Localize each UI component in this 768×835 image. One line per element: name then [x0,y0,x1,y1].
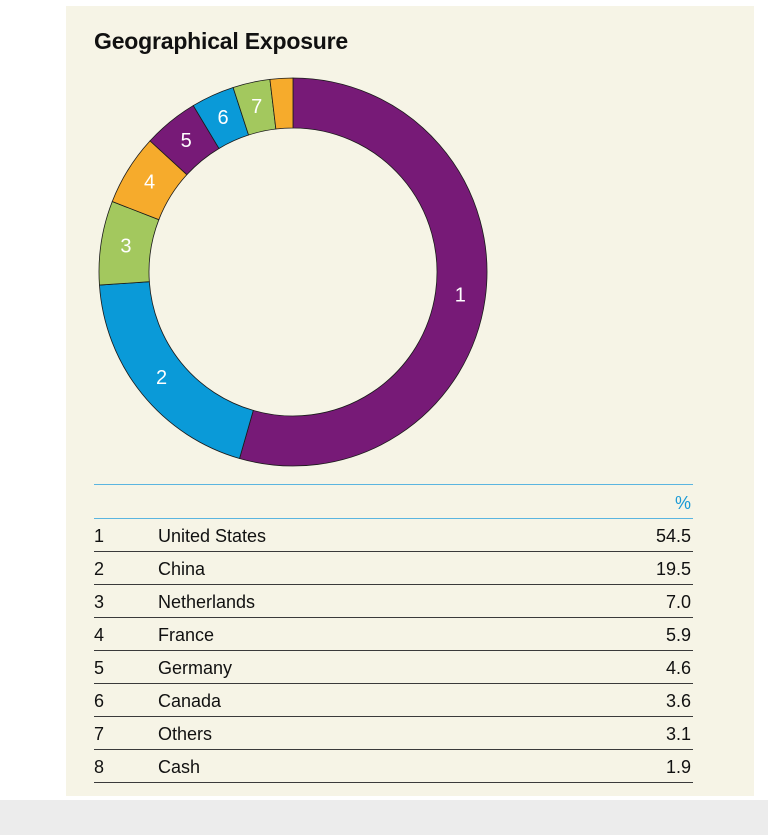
percent-column-header: % [674,493,691,513]
chart-title: Geographical Exposure [94,28,348,54]
donut-chart: 1 2 3 4 5 6 7 [98,77,488,467]
slice-label-2: 2 [156,367,167,389]
row-country: China [158,559,206,579]
row-percent: 7.0 [665,592,691,612]
row-country: Others [158,724,213,744]
row-index: 2 [94,559,105,579]
table-row: 6 Canada 3.6 [94,684,693,717]
row-index: 8 [94,757,105,777]
row-country: Germany [158,658,233,678]
table-row: 1 United States 54.5 [94,519,693,552]
bottom-strip [0,800,768,835]
table-row: 4 France 5.9 [94,618,693,651]
row-index: 7 [94,724,105,744]
row-country: France [158,625,215,645]
table-row: 8 Cash 1.9 [94,750,693,783]
row-percent: 3.1 [665,724,691,744]
row-country: Canada [158,691,222,711]
table-row: 5 Germany 4.6 [94,651,693,684]
row-percent: 1.9 [665,757,691,777]
row-percent: 5.9 [665,625,691,645]
table-header: % [94,485,693,519]
slice-label-4: 4 [144,172,155,194]
table-body: 1 United States 54.5 2 China 19.5 3 Netherlands… [94,519,693,783]
row-index: 4 [94,625,105,645]
slice-label-3: 3 [120,235,131,257]
row-percent: 4.6 [665,658,691,678]
slice-1 [239,77,488,467]
slice-label-7: 7 [251,96,262,118]
row-country: Cash [158,757,201,777]
row-index: 5 [94,658,105,678]
row-percent: 3.6 [665,691,691,711]
table-row: 7 Others 3.1 [94,717,693,750]
slice-8 [269,77,294,130]
slice-label-5: 5 [181,130,192,152]
slice-label-1: 1 [455,285,466,307]
row-percent: 54.5 [655,526,691,546]
table-row: 2 China 19.5 [94,552,693,585]
slice-label-6: 6 [217,107,228,129]
row-index: 3 [94,592,105,612]
row-index: 6 [94,691,105,711]
table-row: 3 Netherlands 7.0 [94,585,693,618]
exposure-table: % 1 United States 54.5 2 China 19.5 3 Netherlan… [94,484,693,783]
slice-2 [99,281,254,459]
row-country: Netherlands [158,592,256,612]
row-country: United States [158,526,267,546]
row-index: 1 [94,526,105,546]
row-percent: 19.5 [655,559,691,579]
